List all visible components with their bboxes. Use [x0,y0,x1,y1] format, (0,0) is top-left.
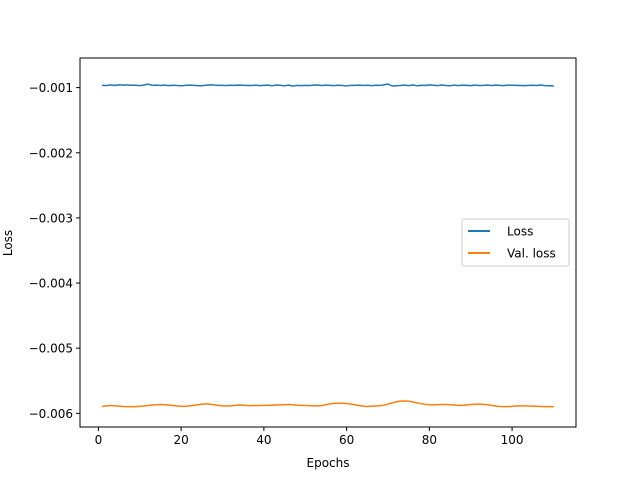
y-tick-label: −0.001 [29,81,73,95]
y-tick-label: −0.002 [29,146,73,160]
series-line-val-loss [101,400,555,408]
y-tick-label: −0.005 [29,342,73,356]
legend-label-val-loss: Val. loss [507,247,556,261]
x-tick-label: 20 [174,433,189,447]
axes-layer: 0 20 40 60 80 100 −0.001 −0.002 −0.003 −0.004 −0.0… [29,81,524,447]
legend: Loss Val. loss [461,218,570,267]
x-tick-label: 80 [422,433,437,447]
legend-label-loss: Loss [507,225,533,239]
y-tick-label: −0.003 [29,211,73,225]
series-layer [101,83,555,408]
y-tick-label: −0.006 [29,407,73,421]
y-axis-label: Loss [1,230,15,256]
x-tick-label: 100 [501,433,524,447]
series-line-loss [101,83,555,87]
x-tick-label: 60 [339,433,354,447]
x-tick-label: 40 [256,433,271,447]
x-axis-label: Epochs [307,456,350,470]
plot-frame [79,57,577,428]
x-tick-label: 0 [95,433,103,447]
y-tick-label: −0.004 [29,277,73,291]
